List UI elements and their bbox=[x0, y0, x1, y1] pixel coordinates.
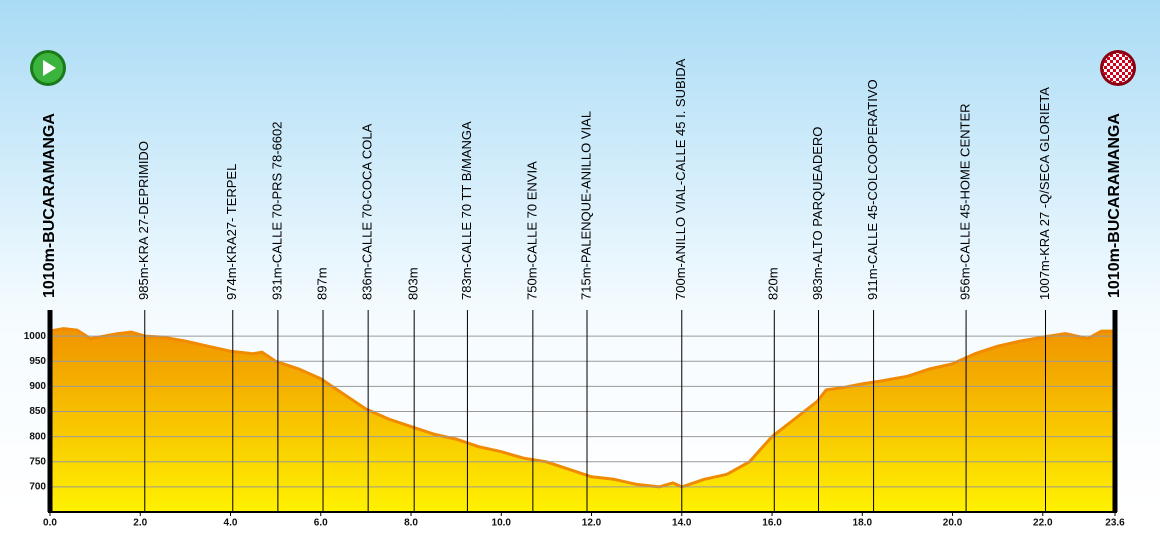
x-tick-label: 10.0 bbox=[492, 518, 512, 529]
waypoint-label: 750m-CALLE 70 ENVIA bbox=[524, 161, 539, 300]
waypoint-label: 985m-KRA 27-DEPRIMIDO bbox=[136, 141, 151, 300]
y-tick-label: 950 bbox=[29, 356, 46, 367]
waypoint-label: 783m-CALLE 70 TT B/MANGA bbox=[459, 121, 474, 300]
x-tick-label: 16.0 bbox=[762, 518, 782, 529]
waypoint-label: 956m-CALLE 45-HOME CENTER bbox=[958, 104, 973, 301]
finish-icon bbox=[1100, 50, 1136, 86]
y-tick-label: 700 bbox=[29, 482, 46, 493]
endpoint-label: 1010m-BUCARAMANGA bbox=[1106, 113, 1123, 298]
y-tick-label: 850 bbox=[29, 406, 46, 417]
x-tick-label: 4.0 bbox=[224, 518, 238, 529]
waypoint-label: 1007m-KRA 27 -Q/SECA GLORIETA bbox=[1037, 87, 1052, 300]
elevation-area bbox=[50, 328, 1115, 512]
waypoint-label: 897m bbox=[314, 267, 329, 300]
y-tick-label: 800 bbox=[29, 431, 46, 442]
waypoint-label: 820m bbox=[766, 267, 781, 300]
endpoint-label: 1010m-BUCARAMANGA bbox=[41, 113, 58, 298]
elevation-line bbox=[49, 327, 1115, 489]
waypoint-label: 911m-CALLE 45-COLCOOPERATIVO bbox=[865, 79, 880, 300]
start-icon bbox=[30, 50, 66, 86]
y-tick-label: 1000 bbox=[24, 331, 47, 342]
y-tick-label: 750 bbox=[29, 456, 46, 467]
x-tick-label: 2.0 bbox=[133, 518, 147, 529]
waypoint-label: 836m-CALLE 70-COCA COLA bbox=[360, 123, 375, 300]
x-tick-label: 6.0 bbox=[314, 518, 328, 529]
y-tick-label: 900 bbox=[29, 381, 46, 392]
waypoint-label: 983m-ALTO PARQUEADERO bbox=[810, 127, 825, 300]
waypoint-label: 974m-KRA27- TERPEL bbox=[224, 164, 239, 300]
x-tick-label: 14.0 bbox=[672, 518, 692, 529]
waypoint-label: 931m-CALLE 70-PRS 78-6602 bbox=[269, 122, 284, 301]
x-tick-label: 12.0 bbox=[582, 518, 602, 529]
waypoint-label: 715m-PALENQUE-ANILLO VIAL bbox=[578, 111, 593, 300]
x-tick-label: 23.6 bbox=[1105, 518, 1125, 529]
x-tick-label: 18.0 bbox=[853, 518, 873, 529]
waypoint-label: 803m bbox=[406, 267, 421, 300]
x-tick-label: 8.0 bbox=[404, 518, 418, 529]
x-tick-label: 22.0 bbox=[1033, 518, 1053, 529]
x-tick-label: 20.0 bbox=[943, 518, 963, 529]
x-tick-label: 0.0 bbox=[43, 518, 57, 529]
waypoint-label: 700m-ANILLO VIAL-CALLE 45 I. SUBIDA bbox=[673, 58, 688, 300]
